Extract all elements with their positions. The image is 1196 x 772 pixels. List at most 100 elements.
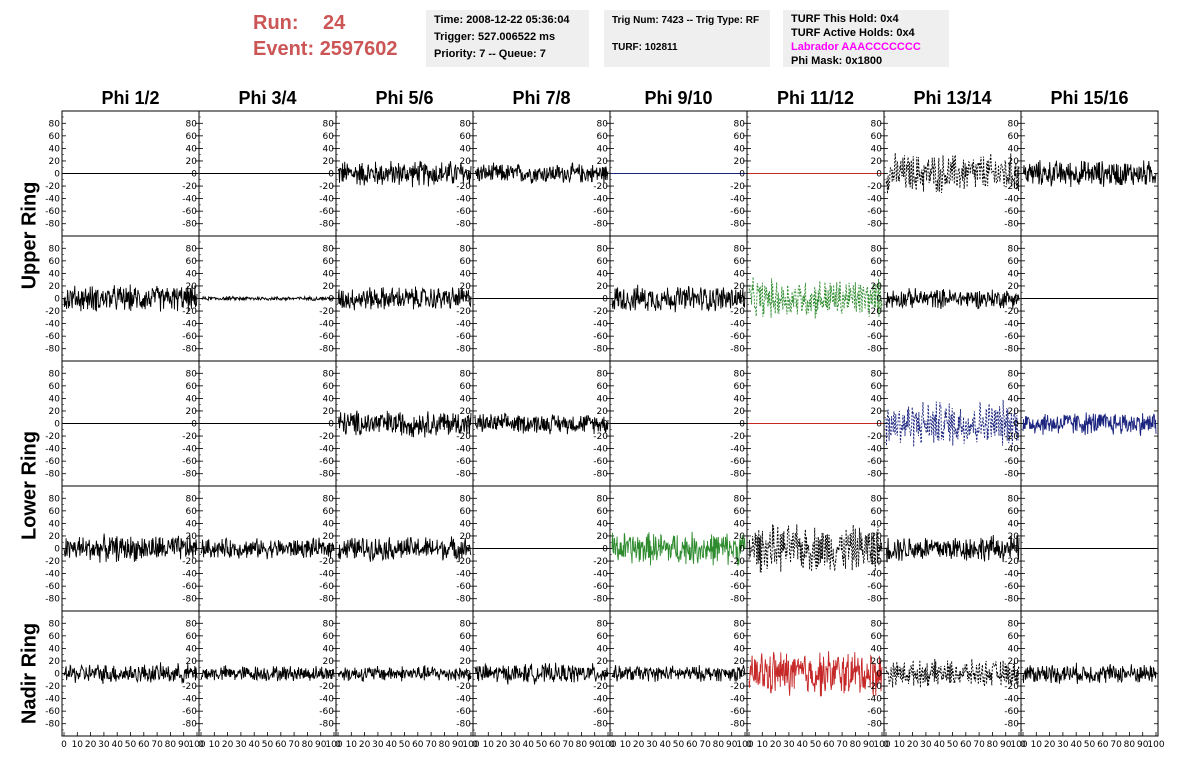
y-tick-label: -80 (867, 720, 882, 730)
y-tick-label: 60 (460, 257, 472, 267)
y-tick-label: -20 (593, 557, 608, 567)
panel-r2-c2: -80 -60 -40 -20 0 20 40 60 80 (182, 235, 337, 362)
y-tick-label: 80 (186, 369, 198, 379)
waveform-trace (337, 410, 472, 438)
y-tick-label: 20 (734, 407, 746, 417)
x-tick-label: 100 (1147, 740, 1164, 750)
x-tick-label: 60 (960, 740, 972, 750)
panel-r1-c4: -80 -60 -40 -20 0 20 40 60 80 (456, 110, 611, 237)
y-tick-label: 0 (739, 170, 745, 180)
trig-line: Trig Num: 7423 -- Trig Type: RF (612, 15, 760, 26)
y-tick-label: 0 (191, 420, 197, 430)
y-tick-label: -60 (456, 207, 471, 217)
y-tick-label: 60 (871, 257, 883, 267)
panel-r3-c6: -80 -60 -40 -20 0 20 40 60 80 (730, 360, 885, 487)
x-tick-label: 100 (1010, 740, 1027, 750)
y-tick-label: 80 (871, 244, 883, 254)
y-tick-label: -20 (45, 182, 60, 192)
panel-r5-c7: -80 -60 -40 -20 0 20 40 60 80 (867, 610, 1022, 737)
y-tick-label: -60 (182, 332, 197, 342)
y-tick-label: 60 (1008, 507, 1020, 517)
y-tick-label: -60 (730, 707, 745, 717)
y-tick-label: -80 (45, 720, 60, 730)
y-tick-label: -40 (593, 445, 608, 455)
y-tick-label: 0 (328, 420, 334, 430)
y-tick-label: 40 (186, 269, 198, 279)
panel-r4-c7: -80 -60 -40 -20 0 20 40 60 80 (867, 485, 1022, 612)
waveform-trace (474, 412, 609, 435)
x-tick-label: 20 (1044, 740, 1056, 750)
y-tick-label: -20 (593, 307, 608, 317)
y-tick-label: 40 (186, 519, 198, 529)
y-tick-label: 60 (460, 632, 472, 642)
y-tick-label: 0 (602, 670, 608, 680)
y-tick-label: 20 (186, 532, 198, 542)
panel-r5-c4: -80 -60 -40 -20 0 20 40 60 80 (456, 610, 611, 737)
y-tick-label: 60 (460, 507, 472, 517)
x-tick-label: 90 (452, 740, 464, 750)
column-label-1: Phi 1/2 (101, 88, 160, 108)
y-tick-label: 40 (186, 394, 198, 404)
y-tick-label: 0 (1013, 545, 1019, 555)
y-tick-label: 60 (460, 382, 472, 392)
y-tick-label: -60 (867, 457, 882, 467)
y-tick-label: -40 (867, 320, 882, 330)
panel-r5-c1: -80 -60 -40 -20 0 20 40 60 80 (45, 610, 200, 737)
y-tick-label: -20 (456, 307, 471, 317)
y-tick-label: 0 (1013, 670, 1019, 680)
x-tick-label: 10 (894, 740, 906, 750)
y-tick-label: 80 (1008, 369, 1020, 379)
x-tick-label: 80 (576, 740, 588, 750)
y-tick-label: -40 (593, 195, 608, 205)
y-tick-label: -40 (45, 695, 60, 705)
y-tick-label: -40 (1004, 695, 1019, 705)
y-tick-label: -40 (45, 445, 60, 455)
y-tick-label: -80 (182, 345, 197, 355)
y-tick-label: 40 (1008, 144, 1020, 154)
x-tick-label: 10 (757, 740, 769, 750)
y-tick-label: 40 (871, 269, 883, 279)
x-tick-label: 0 (198, 740, 204, 750)
y-tick-label: 40 (460, 519, 472, 529)
x-tick-label: 90 (1000, 740, 1012, 750)
y-tick-label: 80 (323, 244, 335, 254)
y-tick-label: 40 (460, 394, 472, 404)
y-tick-label: -80 (867, 220, 882, 230)
x-tick-label: 0 (1020, 740, 1026, 750)
y-tick-label: 20 (186, 157, 198, 167)
y-tick-label: 20 (323, 532, 335, 542)
panel-frame (61, 610, 200, 737)
y-tick-label: -60 (593, 332, 608, 342)
panel-r2-c5: -80 -60 -40 -20 0 20 40 60 80 (593, 235, 748, 362)
x-tick-label: 90 (726, 740, 738, 750)
y-tick-label: 60 (460, 132, 472, 142)
y-tick-label: 40 (597, 644, 609, 654)
y-tick-label: -80 (730, 470, 745, 480)
y-tick-label: 60 (871, 632, 883, 642)
y-tick-label: -80 (867, 470, 882, 480)
y-tick-label: 60 (734, 132, 746, 142)
y-tick-label: 60 (1008, 257, 1020, 267)
y-tick-label: -40 (867, 445, 882, 455)
y-tick-label: 80 (871, 369, 883, 379)
y-tick-label: -60 (730, 332, 745, 342)
y-tick-label: -80 (182, 220, 197, 230)
y-tick-label: 60 (1008, 132, 1020, 142)
y-tick-label: -40 (730, 195, 745, 205)
x-tick-label: 20 (907, 740, 919, 750)
y-tick-label: 60 (597, 632, 609, 642)
x-tick-label: 10 (209, 740, 221, 750)
waveform-trace (611, 284, 746, 313)
waveform-trace (63, 284, 198, 312)
y-tick-label: -60 (730, 582, 745, 592)
y-tick-label: 0 (191, 170, 197, 180)
y-tick-label: 80 (734, 619, 746, 629)
y-tick-label: 0 (465, 420, 471, 430)
x-tick-label: 50 (947, 740, 959, 750)
column-label-5: Phi 9/10 (644, 88, 713, 108)
y-tick-label: -60 (182, 582, 197, 592)
y-tick-label: 0 (465, 670, 471, 680)
y-tick-label: 20 (186, 407, 198, 417)
y-tick-label: 0 (465, 295, 471, 305)
